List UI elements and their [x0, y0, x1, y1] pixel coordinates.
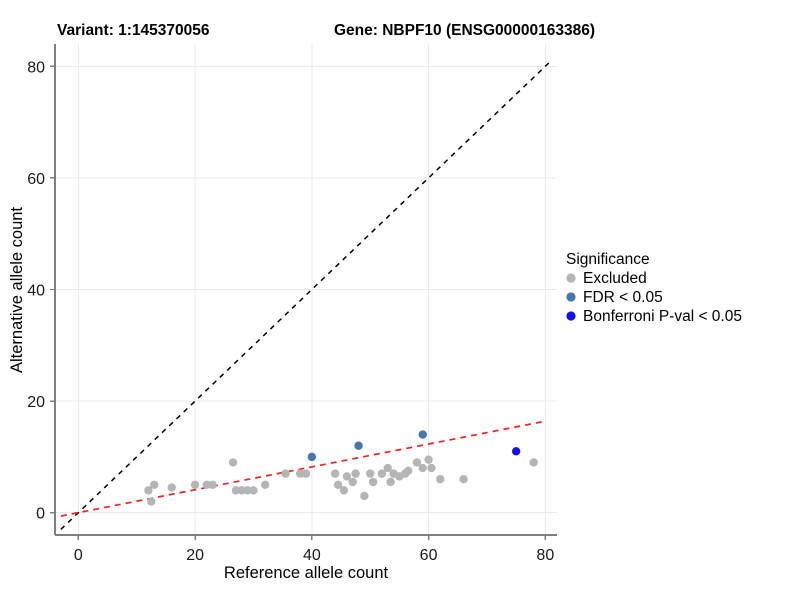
- reference-lines: [60, 60, 552, 530]
- vertical-gridlines: [77, 44, 546, 535]
- legend-items: Excluded FDR < 0.05 Bonferroni P-val < 0.0…: [566, 270, 742, 325]
- data-point: [351, 469, 360, 478]
- data-point: [403, 466, 413, 476]
- x-tick-label-40: 40: [303, 547, 321, 564]
- data-point: [424, 455, 433, 464]
- data-point: [436, 475, 445, 484]
- data-point: [147, 497, 156, 506]
- data-point: [295, 469, 305, 478]
- data-point: [237, 486, 246, 495]
- data-point: [386, 477, 395, 487]
- data-point: [330, 469, 340, 478]
- data-point: [529, 458, 538, 467]
- data-point: [208, 480, 217, 489]
- data-point: [412, 458, 422, 467]
- tick-marks: [50, 65, 547, 540]
- data-point: [144, 486, 153, 495]
- data-point: [368, 477, 378, 487]
- data-point: [307, 452, 317, 462]
- legend-dot-fdr: [566, 292, 576, 302]
- legend-label-excluded: Excluded: [583, 270, 647, 287]
- data-point: [231, 486, 241, 495]
- y-tick-label-20: 20: [27, 394, 45, 411]
- x-tick-label-0: 0: [74, 547, 83, 564]
- data-point: [459, 475, 468, 484]
- data-point: [190, 480, 200, 489]
- data-point: [360, 491, 369, 501]
- data-point: [418, 430, 427, 439]
- data-point: [366, 469, 375, 478]
- data-point: [249, 486, 258, 495]
- data-point: [150, 480, 159, 489]
- data-point: [427, 463, 436, 473]
- data-point: [243, 486, 252, 495]
- variant-title: Variant: 1:145370056: [57, 22, 210, 39]
- horizontal-gridlines: [55, 65, 557, 514]
- data-point: [339, 486, 349, 495]
- legend-title: Significance: [566, 251, 650, 268]
- y-tick-label-80: 80: [27, 59, 45, 76]
- x-axis-title: Reference allele count: [224, 564, 389, 582]
- y-axis-title: Alternative allele count: [8, 207, 26, 373]
- identity-line: [60, 60, 552, 530]
- data-point: [354, 441, 363, 450]
- legend-dot-excluded: [566, 273, 576, 283]
- regression-line: [60, 420, 546, 517]
- x-tick-label-60: 60: [420, 547, 438, 564]
- y-tick-label-0: 0: [36, 506, 45, 523]
- legend-label-bonferroni: Bonferroni P-val < 0.05: [583, 308, 742, 325]
- y-tick-label-60: 60: [27, 171, 45, 188]
- legend: Significance Excluded FDR < 0.05 Bonferron…: [566, 251, 742, 325]
- data-point: [260, 480, 270, 489]
- data-point: [167, 483, 176, 492]
- data-point: [348, 477, 357, 487]
- y-tick-label-40: 40: [27, 283, 45, 300]
- data-point: [342, 472, 352, 481]
- tick-labels: 0 20 40 60 80 0 20 40 60 80: [27, 59, 554, 564]
- data-point: [281, 469, 290, 478]
- legend-label-fdr: FDR < 0.05: [583, 289, 663, 306]
- data-point: [228, 458, 238, 467]
- data-points: [144, 430, 538, 506]
- x-tick-label-80: 80: [536, 547, 554, 564]
- data-point: [377, 469, 387, 478]
- data-point: [333, 480, 343, 489]
- data-point: [301, 469, 311, 478]
- legend-dot-bonferroni: [566, 311, 576, 321]
- data-point: [511, 447, 521, 456]
- gene-title: Gene: NBPF10 (ENSG00000163386): [334, 22, 595, 39]
- axes: 0 20 40 60 80 0 20 40 60 80: [27, 44, 557, 564]
- data-point: [418, 463, 427, 473]
- data-point: [383, 463, 392, 473]
- plot-panel: [55, 44, 557, 535]
- x-tick-label-20: 20: [186, 547, 204, 564]
- data-point: [202, 480, 211, 489]
